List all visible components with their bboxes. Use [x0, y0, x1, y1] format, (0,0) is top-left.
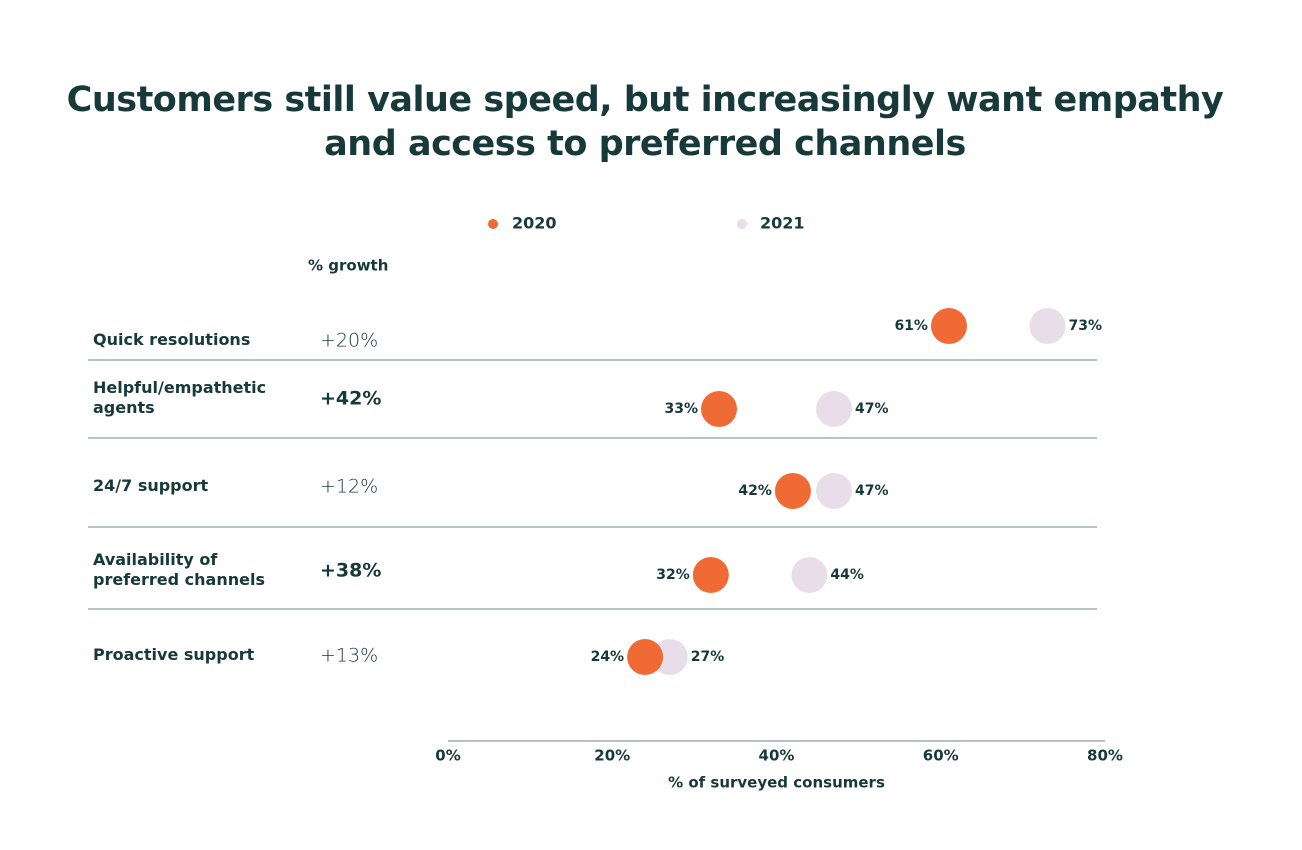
x-tick-label: 80%: [1087, 747, 1123, 765]
legend-label: 2020: [512, 214, 557, 233]
x-axis-title: % of surveyed consumers: [668, 774, 885, 792]
x-tick-label: 60%: [923, 747, 959, 765]
dot: [930, 308, 967, 344]
growth-value: +12%: [320, 476, 378, 498]
dot: [1029, 308, 1066, 344]
category-label: Quick resolutions: [93, 330, 251, 349]
category-label: Helpful/empathetic agents: [93, 378, 267, 417]
value-label: 42%: [738, 483, 772, 499]
x-tick-label: 20%: [594, 747, 630, 765]
legend-marker: [488, 219, 498, 229]
chart-title: Customers still value speed, but increas…: [66, 80, 1224, 164]
category-label: 24/7 support: [93, 476, 209, 495]
value-label: 73%: [1069, 318, 1103, 334]
dot: [701, 391, 738, 427]
value-label: 27%: [691, 649, 725, 665]
dot: [651, 639, 688, 675]
dot: [815, 473, 852, 509]
growth-value: +42%: [320, 388, 381, 410]
x-tick-label: 0%: [435, 747, 460, 765]
value-label: 47%: [855, 401, 889, 417]
growth-value: +38%: [320, 560, 381, 582]
category-label: Proactive support: [93, 645, 255, 664]
dot: [815, 391, 852, 427]
growth-header: % growth: [308, 257, 388, 275]
dot: [791, 557, 828, 593]
value-label: 24%: [591, 649, 625, 665]
category-label: Availability of preferred channels: [93, 550, 265, 589]
growth-value: +13%: [320, 645, 378, 667]
legend-marker: [737, 219, 747, 229]
growth-value: +20%: [320, 330, 378, 352]
value-label: 33%: [664, 401, 698, 417]
dot: [774, 473, 811, 509]
value-label: 44%: [830, 567, 864, 583]
value-label: 32%: [656, 567, 690, 583]
dot: [692, 557, 729, 593]
dot: [627, 639, 664, 675]
value-label: 47%: [855, 483, 889, 499]
value-label: 61%: [894, 318, 928, 334]
legend-label: 2021: [760, 214, 805, 233]
x-tick-label: 40%: [759, 747, 795, 765]
